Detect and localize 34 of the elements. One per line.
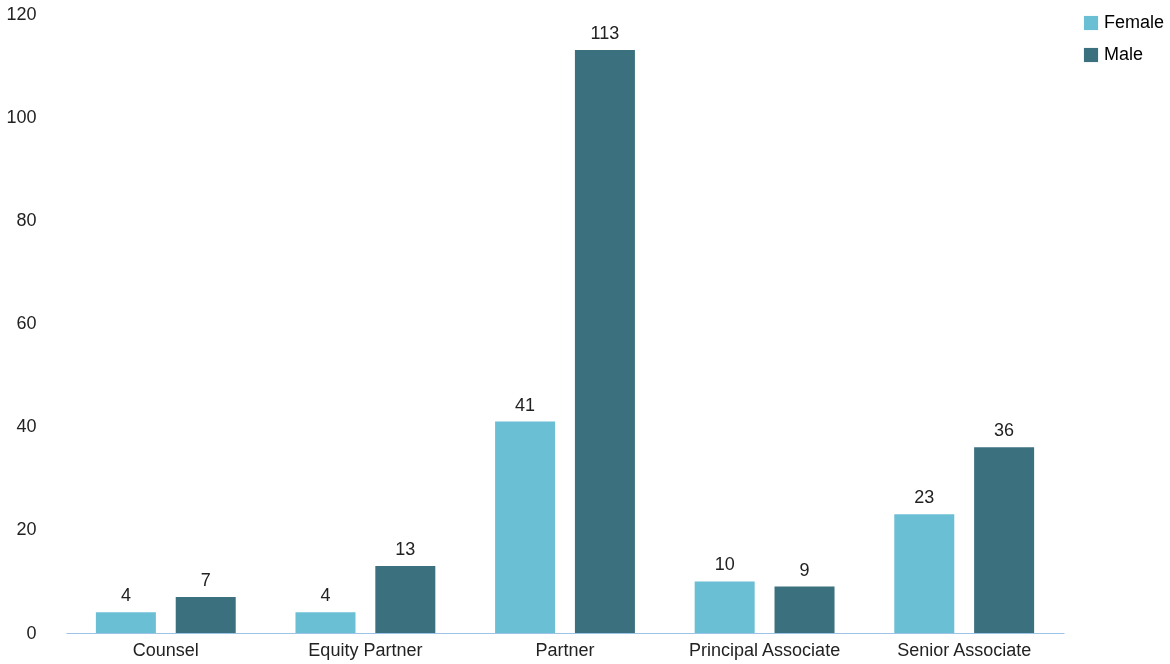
bar (974, 447, 1035, 633)
bar (774, 586, 835, 633)
data-label: 41 (515, 394, 536, 415)
data-label: 7 (200, 569, 211, 590)
y-tick-label: 20 (16, 519, 37, 540)
x-tick-label: Principal Associate (689, 639, 841, 660)
x-tick-label: Senior Associate (897, 639, 1032, 660)
bar (894, 514, 955, 633)
y-tick-label: 80 (16, 209, 37, 230)
legend-label: Male (1104, 44, 1144, 64)
bar (574, 50, 635, 633)
x-tick-label: Counsel (132, 639, 199, 660)
x-tick-label: Equity Partner (308, 639, 423, 660)
bar (694, 581, 755, 633)
bar (175, 596, 236, 633)
legend-label: Female (1104, 12, 1165, 32)
y-tick-label: 100 (6, 106, 37, 127)
bar (495, 421, 556, 633)
y-tick-label: 120 (6, 3, 37, 24)
data-label: 23 (914, 487, 935, 508)
data-label: 9 (799, 559, 810, 580)
data-label: 36 (994, 420, 1015, 441)
data-label: 13 (395, 538, 416, 559)
data-label: 10 (714, 554, 735, 575)
data-label: 4 (320, 585, 331, 606)
bar (95, 612, 156, 633)
bar (375, 565, 436, 633)
data-label: 4 (120, 585, 131, 606)
y-tick-label: 0 (26, 622, 37, 643)
bar (295, 612, 356, 633)
data-label: 113 (590, 23, 620, 44)
x-tick-label: Partner (535, 639, 595, 660)
y-tick-label: 60 (16, 313, 37, 333)
y-tick-label: 40 (16, 416, 37, 437)
